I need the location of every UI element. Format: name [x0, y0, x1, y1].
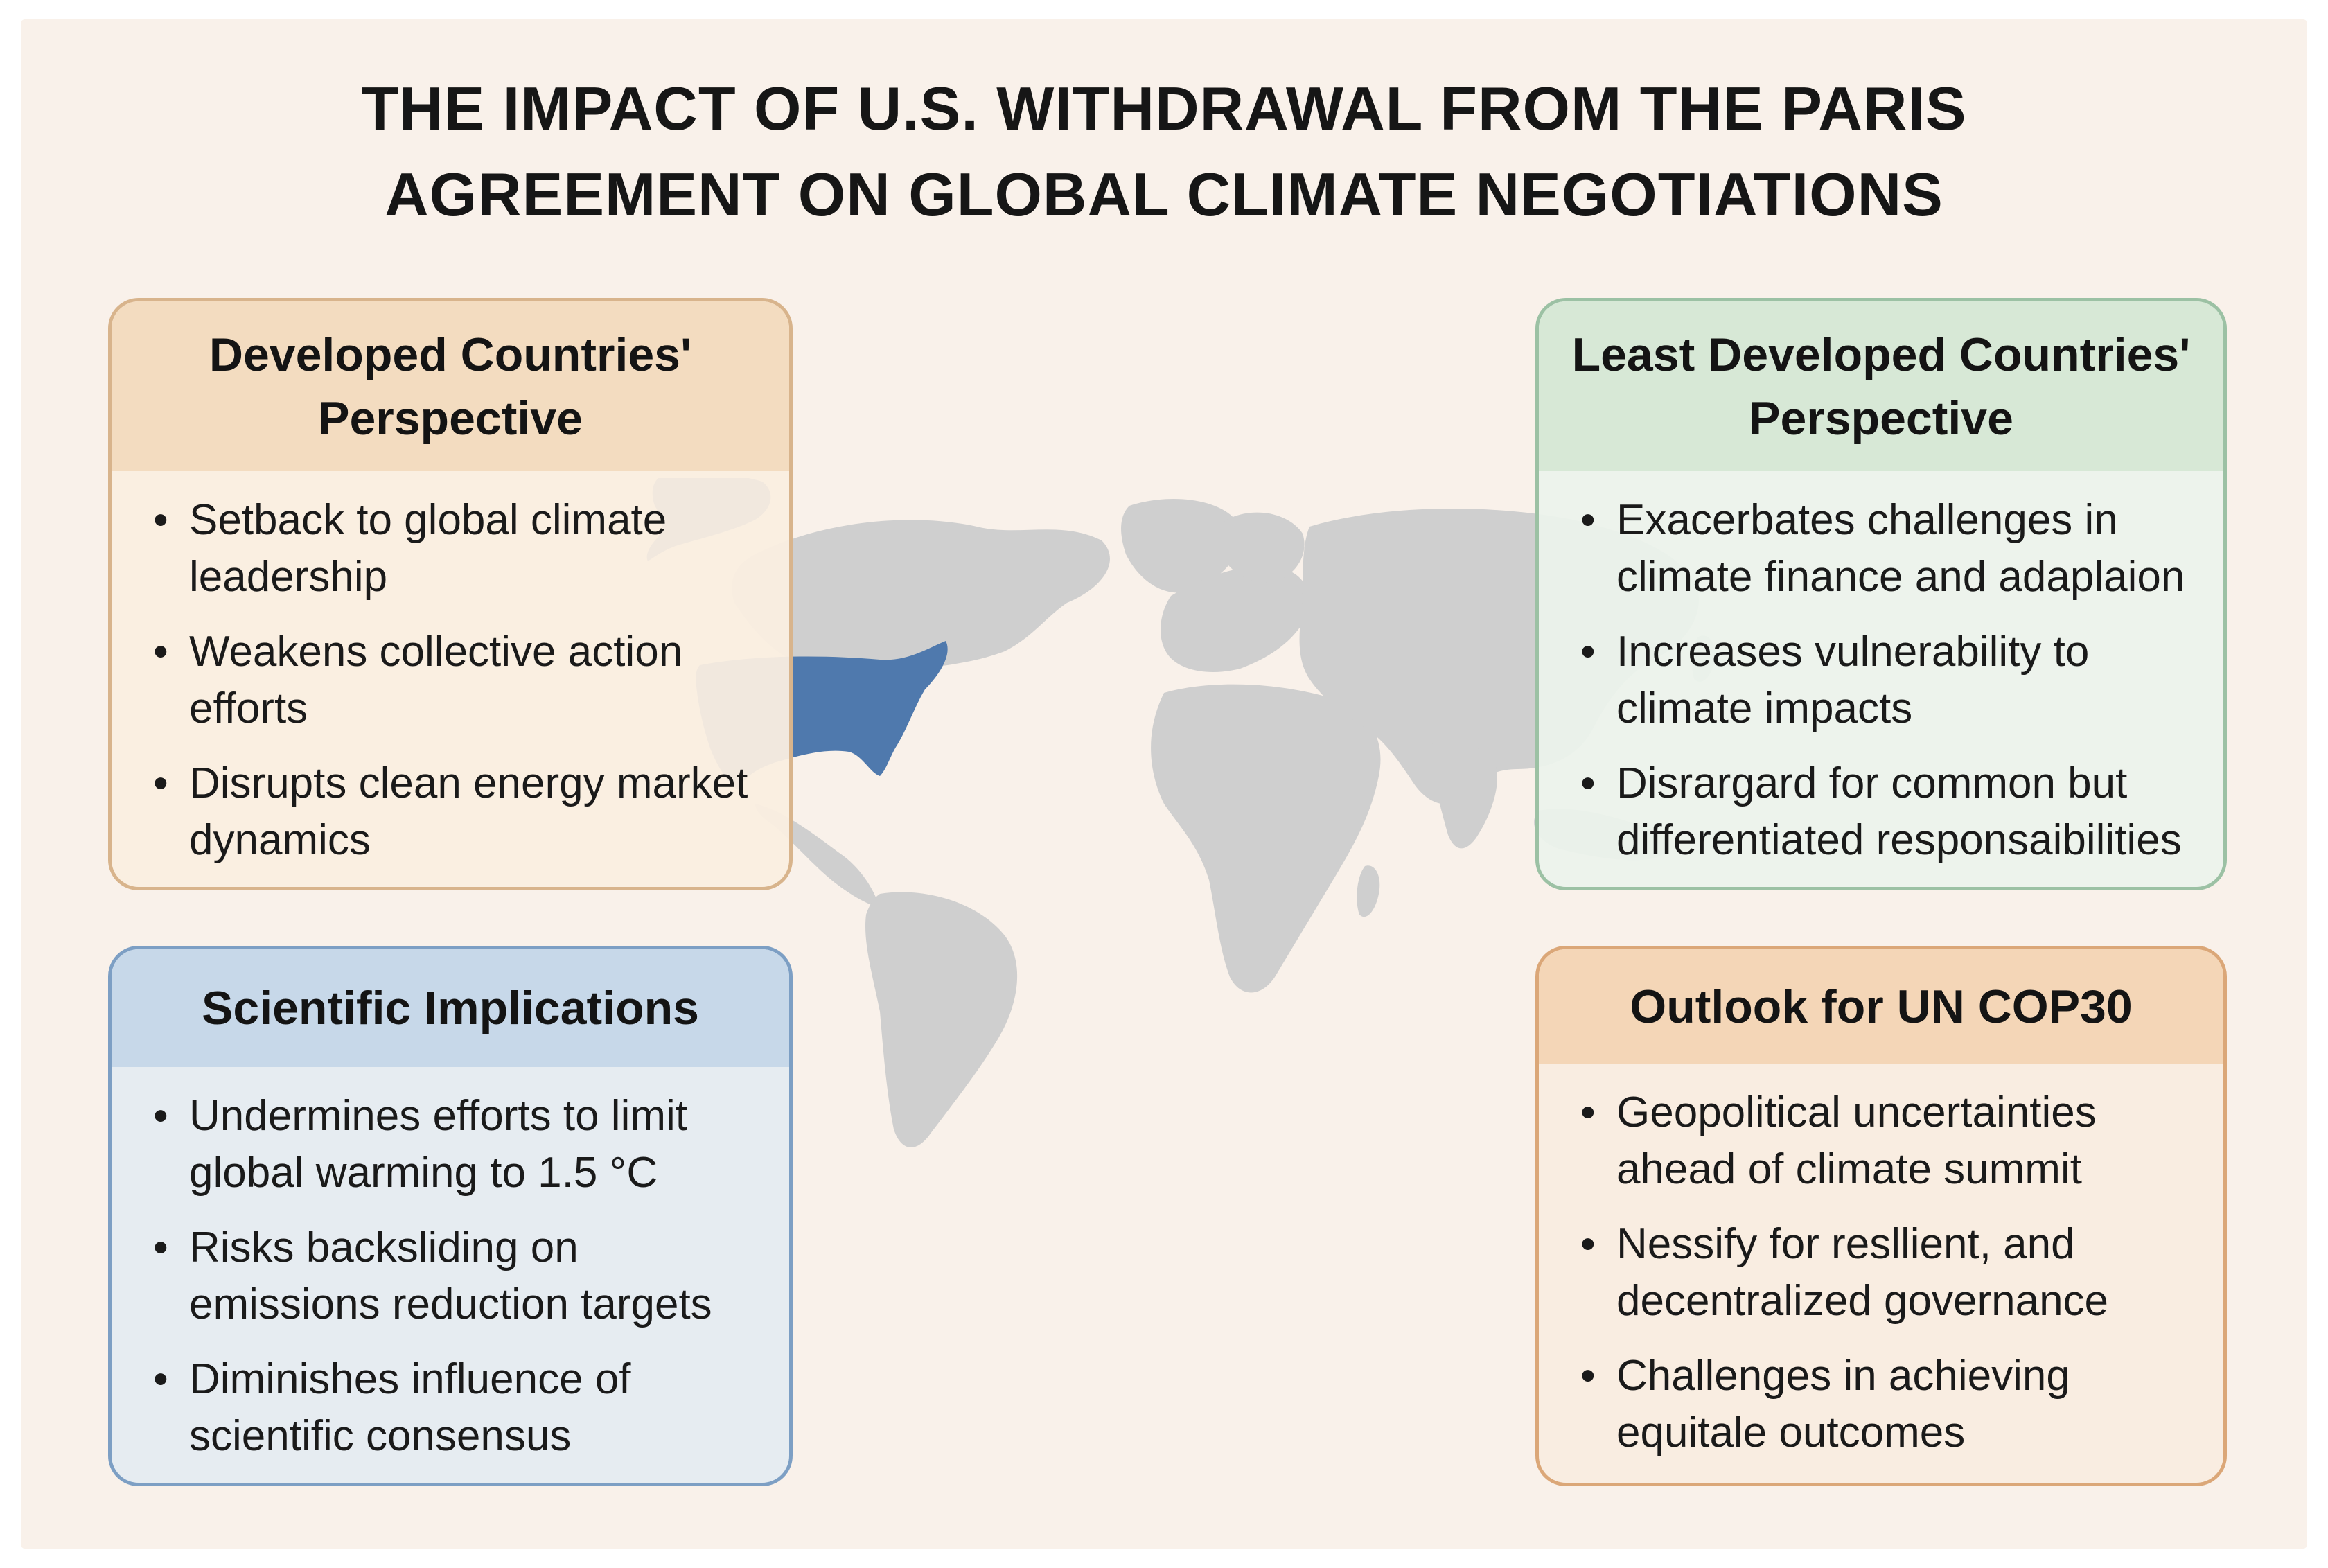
greenland: [1121, 499, 1242, 593]
developed-countries-header: Developed Countries' Perspective: [112, 301, 789, 471]
least-developed-body: • Exacerbates challenges in climate finan…: [1539, 471, 2223, 887]
outlook-cop30-body: • Geopolitical uncertainties ahead of cli…: [1539, 1064, 2223, 1483]
list-item: • Challenges in achieving equitale outcom…: [1580, 1348, 2189, 1461]
south-america: [865, 892, 1018, 1148]
list-item: • Exacerbates challenges in climate finan…: [1580, 492, 2189, 606]
scientific-implications-body: • Undermines efforts to limit global warm…: [112, 1067, 789, 1483]
bullet-icon: •: [153, 628, 168, 676]
developed-title-line-2: Perspective: [318, 391, 583, 445]
madagascar: [1357, 865, 1380, 917]
bullet-icon: •: [1580, 1352, 1596, 1400]
scientific-implications-header: Scientific Implications: [112, 949, 789, 1067]
title-line-2: AGREEMENT ON GLOBAL CLIMATE NEGOTIATIONS: [385, 160, 1943, 229]
list-item: • Nessify for resllient, and decentralize…: [1580, 1216, 2189, 1330]
list-item: • Increases vulnerability to climate impa…: [1580, 624, 2189, 737]
list-item: • Setback to global climate leadership: [153, 492, 755, 606]
least-developed-title-line-1: Least Developed Countries': [1571, 328, 2191, 381]
list-item: • Risks backsliding on emissions reductio…: [153, 1219, 755, 1333]
scientific-implications-panel: Scientific Implications • Undermines effo…: [108, 946, 793, 1486]
outlook-cop30-list: • Geopolitical uncertainties ahead of cli…: [1580, 1084, 2189, 1461]
list-item: • Disrupts clean energy market dynamics: [153, 755, 755, 869]
bullet-icon: •: [1580, 759, 1596, 807]
scientific-implications-title: Scientific Implications: [202, 982, 699, 1034]
bullet-icon: •: [153, 496, 168, 544]
list-item: • Disrargard for common but differentiate…: [1580, 755, 2189, 869]
outlook-cop30-title: Outlook for UN COP30: [1630, 980, 2133, 1033]
list-item: • Undermines efforts to limit global warm…: [153, 1088, 755, 1201]
title-line-1: THE IMPACT OF U.S. WITHDRAWAL FROM THE P…: [361, 74, 1967, 143]
outlook-cop30-panel: Outlook for UN COP30 • Geopolitical uncer…: [1535, 946, 2227, 1486]
scientific-implications-list: • Undermines efforts to limit global warm…: [153, 1088, 755, 1465]
outlook-cop30-header: Outlook for UN COP30: [1539, 949, 2223, 1064]
least-developed-header: Least Developed Countries' Perspective: [1539, 301, 2223, 471]
bullet-icon: •: [153, 1224, 168, 1271]
africa: [1151, 684, 1381, 993]
list-item: • Weakens collective action efforts: [153, 624, 755, 737]
least-developed-title-line-2: Perspective: [1749, 391, 2013, 445]
least-developed-countries-panel: Least Developed Countries' Perspective •…: [1535, 298, 2227, 890]
bullet-icon: •: [153, 759, 168, 807]
developed-countries-list: • Setback to global climate leadership • W…: [153, 492, 755, 869]
scandinavia: [1218, 512, 1305, 583]
bullet-icon: •: [153, 1355, 168, 1403]
developed-countries-panel: Developed Countries' Perspective • Setbac…: [108, 298, 793, 890]
developed-title-line-1: Developed Countries': [209, 328, 692, 381]
bullet-icon: •: [153, 1092, 168, 1140]
bullet-icon: •: [1580, 1220, 1596, 1268]
india: [1430, 741, 1497, 849]
page-title: THE IMPACT OF U.S. WITHDRAWAL FROM THE P…: [0, 66, 2328, 238]
canada-landmass: [732, 520, 1110, 670]
developed-countries-body: • Setback to global climate leadership • W…: [112, 471, 789, 887]
bullet-icon: •: [1580, 496, 1596, 544]
list-item: • Geopolitical uncertainties ahead of cli…: [1580, 1084, 2189, 1198]
europe: [1161, 566, 1310, 672]
bullet-icon: •: [1580, 1089, 1596, 1136]
bullet-icon: •: [1580, 628, 1596, 676]
least-developed-list: • Exacerbates challenges in climate finan…: [1580, 492, 2189, 869]
list-item: • Diminishes influence of scientific cons…: [153, 1351, 755, 1465]
